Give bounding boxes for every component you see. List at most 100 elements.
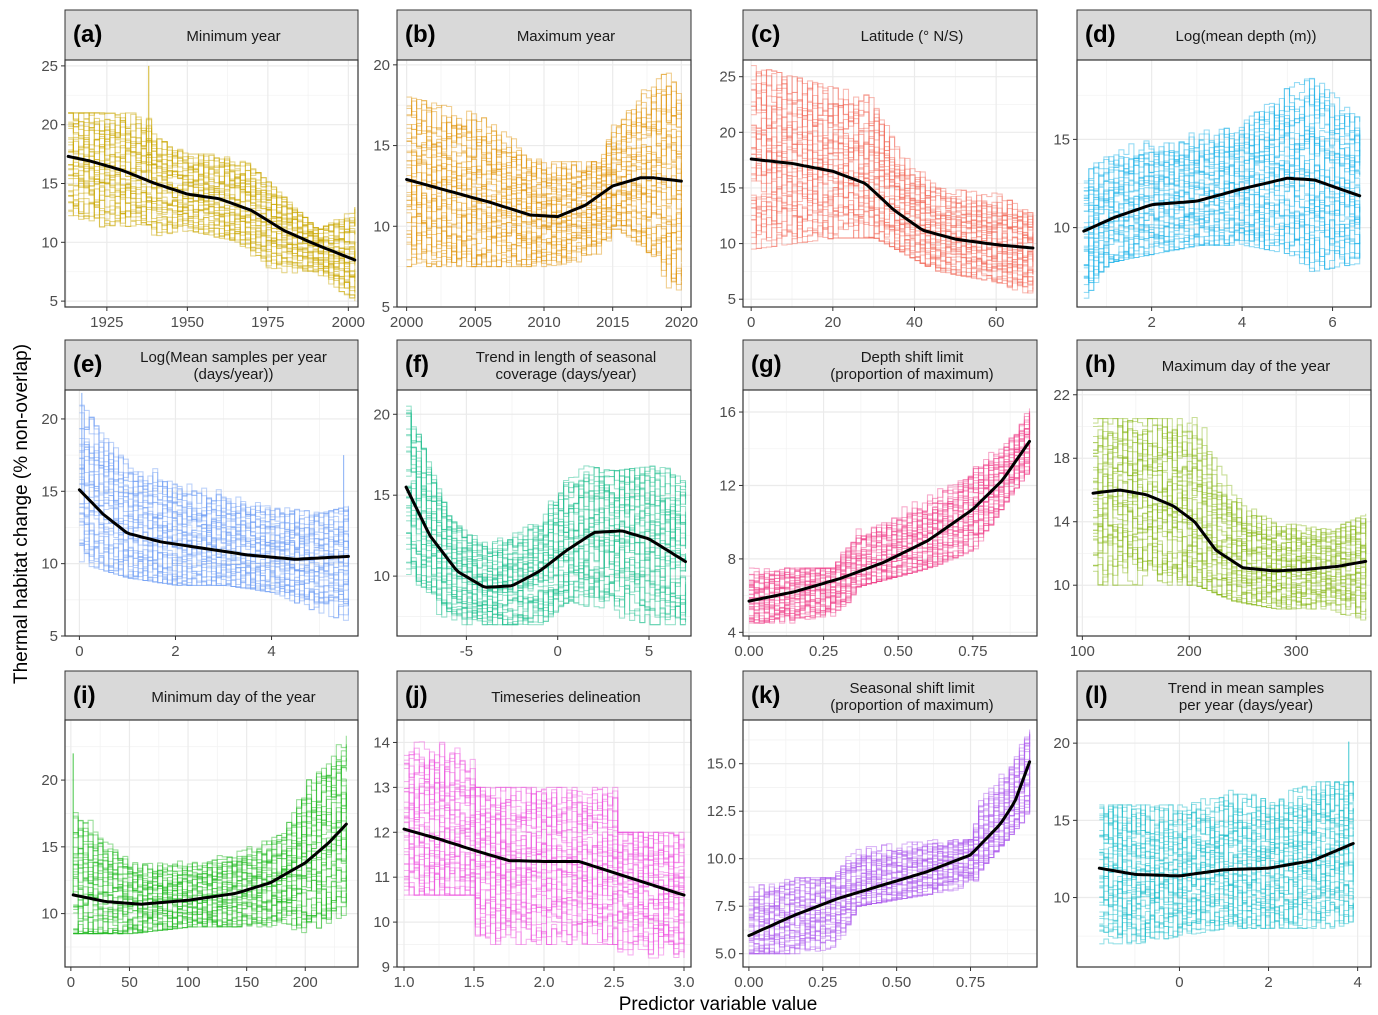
replicate-line — [73, 843, 347, 920]
replicate-line — [73, 897, 347, 935]
replicate-line — [406, 204, 682, 258]
replicate-line — [748, 793, 1031, 955]
y-tick-label: 10 — [41, 234, 58, 251]
replicate-line — [406, 220, 682, 283]
replicate-line — [748, 783, 1031, 949]
replicate-line — [748, 734, 1031, 904]
replicate-line — [68, 173, 356, 272]
replicate-line — [1083, 224, 1361, 291]
replicate-line — [751, 73, 1034, 228]
x-tick-label: 2020 — [665, 314, 698, 331]
replicate-line — [404, 782, 685, 869]
replicate-line — [1093, 554, 1367, 616]
replicate-line — [79, 524, 349, 596]
replicate-line — [1093, 462, 1367, 563]
replicate-line — [73, 766, 347, 889]
replicate-line — [751, 87, 1034, 229]
replicate-line — [79, 444, 349, 547]
replicate-line — [748, 737, 1031, 903]
replicate-line — [1083, 167, 1361, 230]
x-tick-label: 2005 — [459, 314, 492, 331]
replicate-line — [406, 108, 682, 184]
replicate-line — [79, 438, 349, 538]
replicate-line — [1099, 856, 1354, 912]
strip-header — [396, 9, 692, 61]
replicate-line — [79, 503, 349, 586]
replicate-line — [1099, 785, 1354, 830]
replicate-line — [1099, 781, 1354, 826]
replicate-line — [1093, 454, 1367, 563]
replicate-line — [749, 412, 1031, 590]
replicate-line — [1099, 884, 1354, 922]
replicate-line — [406, 567, 687, 626]
strip-header — [396, 670, 692, 721]
replicate-line — [68, 166, 356, 279]
replicate-line — [751, 69, 1034, 225]
replicate-line — [79, 474, 349, 559]
replicate-line — [79, 458, 349, 572]
replicate-line — [1083, 198, 1361, 261]
x-tick-label: 1.5 — [464, 974, 485, 991]
y-tick-label: 10 — [373, 914, 390, 931]
replicate-line — [79, 404, 349, 525]
y-tick-label: 18 — [1053, 450, 1070, 467]
x-tick-label: 4 — [267, 643, 275, 660]
replicate-line — [68, 112, 356, 234]
replicate-line — [1099, 828, 1354, 874]
replicate-line — [73, 791, 347, 900]
replicate-line — [751, 221, 1034, 294]
panel-letter: (e) — [73, 351, 102, 378]
replicate-line — [1099, 895, 1354, 931]
replicate-line — [748, 793, 1031, 955]
replicate-line — [68, 210, 356, 302]
x-tick-label: 200 — [1177, 643, 1202, 660]
replicate-line — [68, 194, 356, 297]
replicate-line — [79, 546, 349, 606]
replicate-line — [1083, 186, 1361, 255]
replicate-line — [1099, 860, 1354, 899]
replicate-line — [749, 429, 1031, 593]
replicate-lines — [748, 729, 1031, 955]
replicate-lines — [79, 392, 349, 621]
mean-line — [749, 157, 1035, 250]
replicate-line — [68, 137, 356, 255]
replicate-line — [751, 215, 1034, 286]
y-tick-label: 25 — [41, 58, 58, 75]
replicate-line — [748, 787, 1031, 950]
replicate-line — [406, 159, 682, 216]
replicate-line — [1093, 430, 1367, 547]
x-tick-label: 3.0 — [674, 974, 695, 991]
replicate-line — [406, 409, 687, 558]
replicate-line — [73, 865, 347, 924]
y-tick-label: 10 — [41, 556, 58, 573]
replicate-lines — [68, 65, 356, 302]
gridlines — [397, 720, 691, 967]
replicate-line — [1099, 832, 1354, 876]
mean-line — [404, 485, 687, 589]
x-tick-label: 4 — [1353, 974, 1361, 991]
replicate-line — [751, 196, 1034, 287]
x-tick-label: 100 — [176, 974, 201, 991]
replicate-line — [404, 751, 685, 864]
replicate-line — [751, 216, 1034, 288]
replicate-line — [1093, 474, 1367, 580]
replicate-line — [406, 451, 687, 583]
plot-area — [65, 390, 358, 636]
replicate-line — [1093, 500, 1367, 593]
replicate-lines — [1093, 416, 1367, 621]
panel-title-line: (proportion of maximum) — [830, 697, 993, 714]
replicate-line — [1083, 198, 1361, 266]
y-tick-label: 20 — [373, 406, 390, 423]
replicate-line — [748, 757, 1031, 923]
y-tick-label: 5 — [50, 293, 58, 310]
panel-letter: (d) — [1085, 21, 1116, 48]
replicate-line — [1093, 418, 1367, 540]
replicate-line — [406, 128, 682, 205]
panel-title-line: Depth shift limit — [861, 349, 964, 366]
replicate-line — [1083, 128, 1361, 213]
replicate-line — [68, 144, 356, 260]
y-tick-label: 10 — [373, 568, 390, 585]
x-tick-label: 40 — [906, 314, 923, 331]
panel-title-line: (days/year)) — [193, 366, 273, 383]
y-tick-label: 13 — [373, 779, 390, 796]
